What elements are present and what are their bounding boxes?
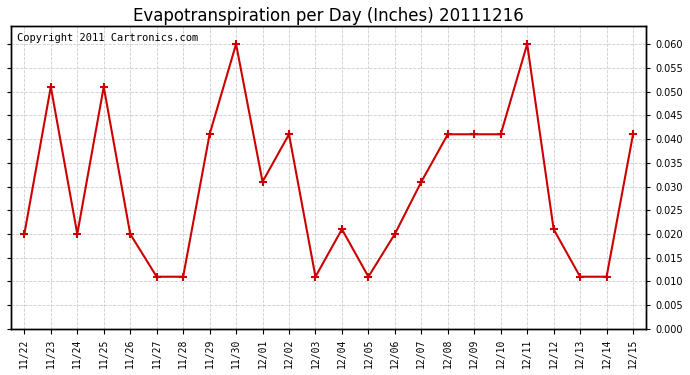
Title: Evapotranspiration per Day (Inches) 20111216: Evapotranspiration per Day (Inches) 2011… xyxy=(133,7,524,25)
Text: Copyright 2011 Cartronics.com: Copyright 2011 Cartronics.com xyxy=(17,33,199,42)
